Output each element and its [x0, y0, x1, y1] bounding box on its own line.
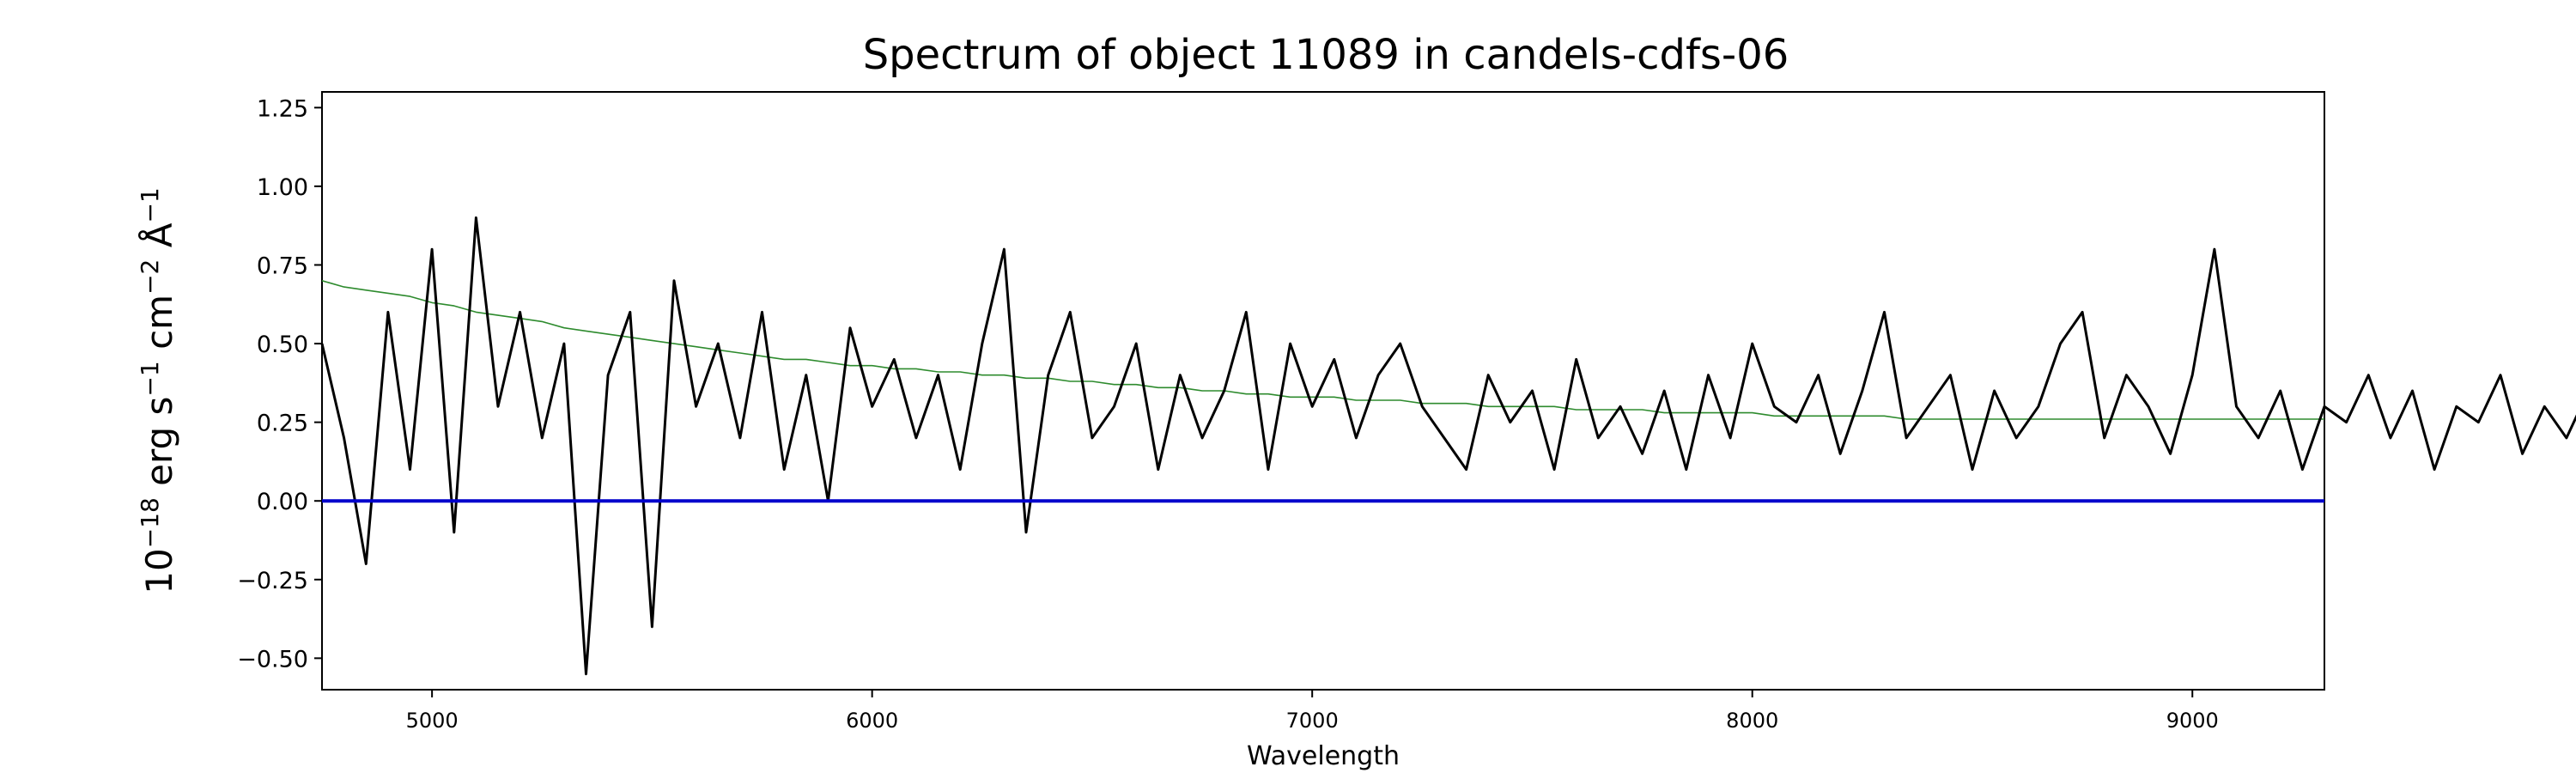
y-tick-label: 0.00	[257, 489, 308, 515]
y-tick-label: −0.50	[237, 646, 308, 673]
chart-title: Spectrum of object 11089 in candels-cdfs…	[863, 31, 1789, 79]
flux-series-line	[320, 216, 2576, 676]
y-tick-label: 0.50	[257, 332, 308, 358]
y-axis-label-exp1: −18	[136, 497, 164, 548]
y-axis-label: 10−18 erg s−1 cm−2 Å−1	[136, 187, 180, 593]
x-ticks: 5000 6000 7000 8000 9000	[406, 690, 2219, 733]
x-tick-label: 8000	[1726, 709, 1778, 733]
y-axis-label-t3: Å	[137, 222, 180, 259]
y-axis-label-exp2: −1	[136, 361, 164, 396]
error-series-line	[321, 280, 2324, 420]
y-tick-label: 0.25	[257, 411, 308, 437]
plot-frame	[321, 91, 2325, 691]
y-axis-label-t1: erg s	[138, 397, 180, 498]
x-tick-label: 6000	[846, 709, 898, 733]
x-axis-label: Wavelength	[1247, 741, 1400, 771]
y-tick-label: 1.00	[257, 174, 308, 201]
y-axis-label-base: 10	[138, 548, 180, 593]
y-tick-label: 0.75	[257, 253, 308, 279]
y-tick-label: −0.25	[237, 568, 308, 594]
x-tick-label: 9000	[2166, 709, 2219, 733]
data-layer	[320, 216, 2576, 676]
y-axis-label-exp4: −1	[136, 187, 164, 222]
y-tick-label: 1.25	[257, 95, 308, 122]
x-tick-label: 5000	[406, 709, 459, 733]
x-tick-label: 7000	[1286, 709, 1339, 733]
plot-area: −0.50 −0.25 0.00 0.25 0.50 0.75 1.00 1.25 5000 6…	[237, 91, 2576, 733]
y-axis-label-exp3: −2	[136, 259, 164, 295]
y-ticks: −0.50 −0.25 0.00 0.25 0.50 0.75 1.00 1.25	[237, 95, 322, 673]
y-axis-label-t2: cm	[138, 295, 180, 361]
